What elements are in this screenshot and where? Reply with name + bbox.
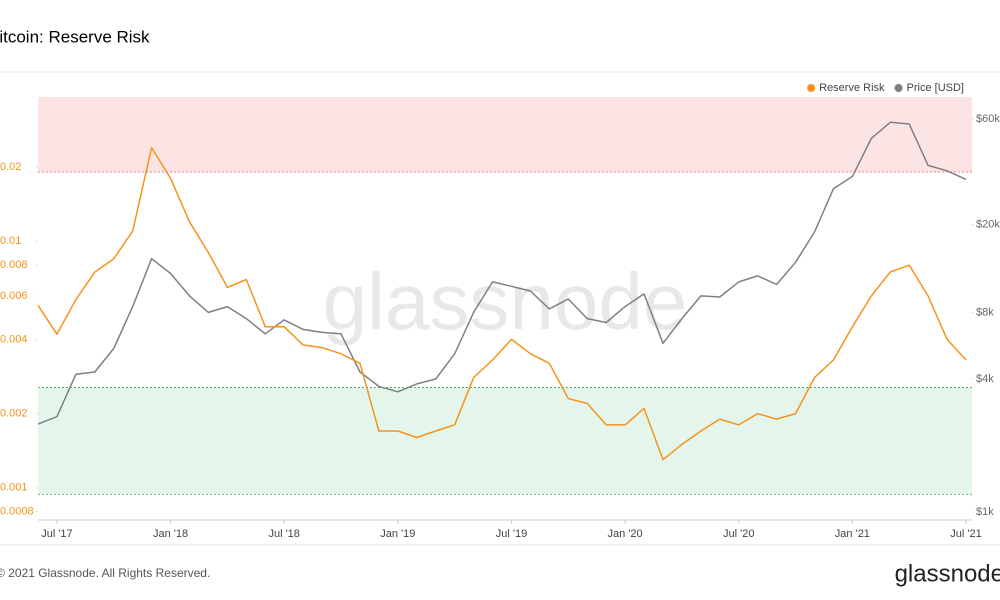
y2-tick-label: $8k xyxy=(976,306,994,318)
y2-tick-label: $4k xyxy=(976,373,994,385)
x-tick-label: Jan '21 xyxy=(835,528,870,540)
x-tick-label: Jul '20 xyxy=(723,528,754,540)
y-tick-label: 0.0008 xyxy=(0,506,34,518)
series-line xyxy=(37,121,967,425)
x-tick-label: Jan '18 xyxy=(153,528,188,540)
watermark: glassnode xyxy=(323,257,688,346)
x-tick-label: Jul '18 xyxy=(268,528,299,540)
legend-swatch xyxy=(894,84,903,92)
series-line xyxy=(37,146,967,461)
y-tick-label: 0.008 xyxy=(0,259,28,271)
y2-tick-label: $20k xyxy=(976,218,1000,230)
zone-band xyxy=(38,387,972,495)
zone-band xyxy=(38,97,972,173)
y2-tick-label: $60k xyxy=(976,113,1000,125)
legend-label: Price [USD] xyxy=(907,82,964,94)
legend-label: Reserve Risk xyxy=(819,82,885,94)
x-tick-label: Jan '20 xyxy=(608,528,643,540)
chart-title: Bitcoin: Reserve Risk xyxy=(0,27,150,46)
copyright: © 2021 Glassnode. All Rights Reserved. xyxy=(0,566,210,580)
x-tick-label: Jul '19 xyxy=(496,528,527,540)
brand-logo: glassnode xyxy=(895,560,1000,587)
y-tick-label: 0.01 xyxy=(0,235,21,247)
y-tick-label: 0.001 xyxy=(0,482,28,494)
y2-tick-label: $1k xyxy=(976,506,994,518)
y-tick-label: 0.02 xyxy=(0,161,21,173)
x-tick-label: Jul '17 xyxy=(41,528,72,540)
x-tick-label: Jul '21 xyxy=(950,528,981,540)
x-tick-label: Jan '19 xyxy=(380,528,415,540)
y-tick-label: 0.004 xyxy=(0,333,28,345)
y-tick-label: 0.002 xyxy=(0,407,28,419)
legend-swatch xyxy=(807,84,816,92)
y-tick-label: 0.006 xyxy=(0,290,28,302)
